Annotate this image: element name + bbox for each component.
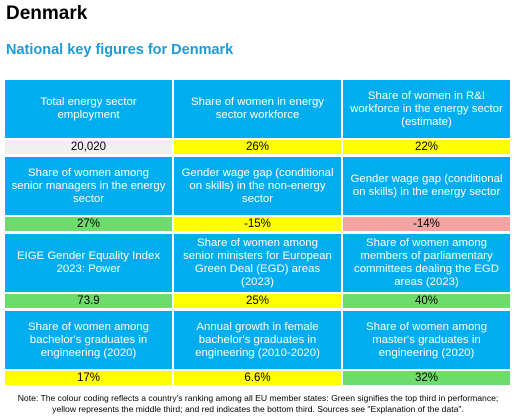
figure-cell: Share of women in energy sector workforc… bbox=[174, 80, 341, 157]
figure-label: Share of women in energy sector workforc… bbox=[174, 80, 341, 138]
figure-value: 32% bbox=[343, 371, 510, 385]
figure-label: Total energy sector employment bbox=[5, 80, 172, 138]
figure-cell: Share of women among senior ministers fo… bbox=[174, 234, 341, 311]
figure-cell: Share of women among senior managers in … bbox=[5, 157, 172, 234]
figure-cell: Share of women among master's graduates … bbox=[343, 311, 510, 388]
figure-value: 17% bbox=[5, 371, 172, 385]
page-subtitle: National key figures for Denmark bbox=[6, 42, 234, 58]
figure-label: EIGE Gender Equality Index 2023: Power bbox=[5, 234, 172, 292]
figure-value: -14% bbox=[343, 217, 510, 231]
figure-label: Gender wage gap (conditional on skills) … bbox=[343, 157, 510, 215]
figure-value: 27% bbox=[5, 217, 172, 231]
figure-value: 73.9 bbox=[5, 294, 172, 308]
key-figures-grid: Total energy sector employment 20,020 Sh… bbox=[5, 80, 510, 388]
figure-cell: Share of women among bachelor's graduate… bbox=[5, 311, 172, 388]
figure-value: 25% bbox=[174, 294, 341, 308]
figure-value: 6.6% bbox=[174, 371, 341, 385]
figure-value: 20,020 bbox=[5, 140, 172, 154]
figure-value: 40% bbox=[343, 294, 510, 308]
figure-label: Share of women among members of parliame… bbox=[343, 234, 510, 292]
figure-label: Gender wage gap (conditional on skills) … bbox=[174, 157, 341, 215]
figure-value: 26% bbox=[174, 140, 341, 154]
figure-label: Share of women among master's graduates … bbox=[343, 311, 510, 369]
figure-cell: Share of women among members of parliame… bbox=[343, 234, 510, 311]
figure-cell: EIGE Gender Equality Index 2023: Power 7… bbox=[5, 234, 172, 311]
figure-label: Share of women in R&I workforce in the e… bbox=[343, 80, 510, 138]
figure-label: Annual growth in female bachelor's gradu… bbox=[174, 311, 341, 369]
figure-label: Share of women among bachelor's graduate… bbox=[5, 311, 172, 369]
figure-label: Share of women among senior ministers fo… bbox=[174, 234, 341, 292]
figure-cell: Annual growth in female bachelor's gradu… bbox=[174, 311, 341, 388]
figure-label: Share of women among senior managers in … bbox=[5, 157, 172, 215]
figure-cell: Gender wage gap (conditional on skills) … bbox=[174, 157, 341, 234]
figure-cell: Total energy sector employment 20,020 bbox=[5, 80, 172, 157]
page-title: Denmark bbox=[6, 3, 88, 24]
figure-value: -15% bbox=[174, 217, 341, 231]
figure-cell: Gender wage gap (conditional on skills) … bbox=[343, 157, 510, 234]
footnote: Note: The colour coding reflects a count… bbox=[17, 393, 499, 414]
figure-value: 22% bbox=[343, 140, 510, 154]
figure-cell: Share of women in R&I workforce in the e… bbox=[343, 80, 510, 157]
